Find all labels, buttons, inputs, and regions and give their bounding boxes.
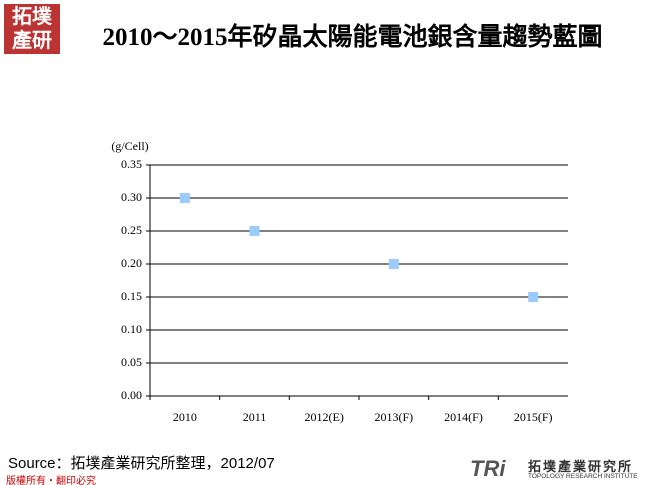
x-tick-label: 2015(F) [514,410,553,424]
marker [388,259,399,269]
brand-mark: TRi [470,456,506,481]
y-tick-label: 0.20 [121,256,142,270]
y-tick-label: 0.00 [121,388,142,402]
y-tick-label: 0.10 [121,322,142,336]
marker [249,226,260,236]
y-tick-label: 0.35 [121,157,142,171]
logo-text: 拓墣 [12,4,52,28]
brand: TRi 拓墣產業研究所 TOPOLOGY RESEARCH INSTITUTE [470,456,645,484]
marker [528,292,539,302]
x-tick-label: 2014(F) [444,410,483,424]
y-tick-label: 0.25 [121,223,142,237]
y-tick-label: 0.05 [121,355,142,369]
x-tick-label: 2013(F) [374,410,413,424]
brand-name: 拓墣產業研究所 [528,459,634,474]
brand-english: TOPOLOGY RESEARCH INSTITUTE [528,473,638,480]
y-tick-label: 0.15 [121,289,142,303]
logo-text: 產研 [12,28,52,52]
copyright: 版權所有‧翻印必究 [6,476,96,485]
y-tick-label: 0.30 [121,190,142,204]
x-tick-label: 2010 [173,410,197,424]
marker [179,193,190,203]
logo: 拓墣 產研 [4,4,60,54]
chart-title: 2010～2015年矽晶太陽能電池銀含量趨勢藍圖 [102,24,603,51]
y-axis-label: (g/Cell) [111,139,148,153]
x-tick-label: 2011 [243,410,267,424]
source-note: Source：拓墣產業研究所整理，2012/07 [8,455,275,472]
x-tick-label: 2012(E) [305,410,344,424]
